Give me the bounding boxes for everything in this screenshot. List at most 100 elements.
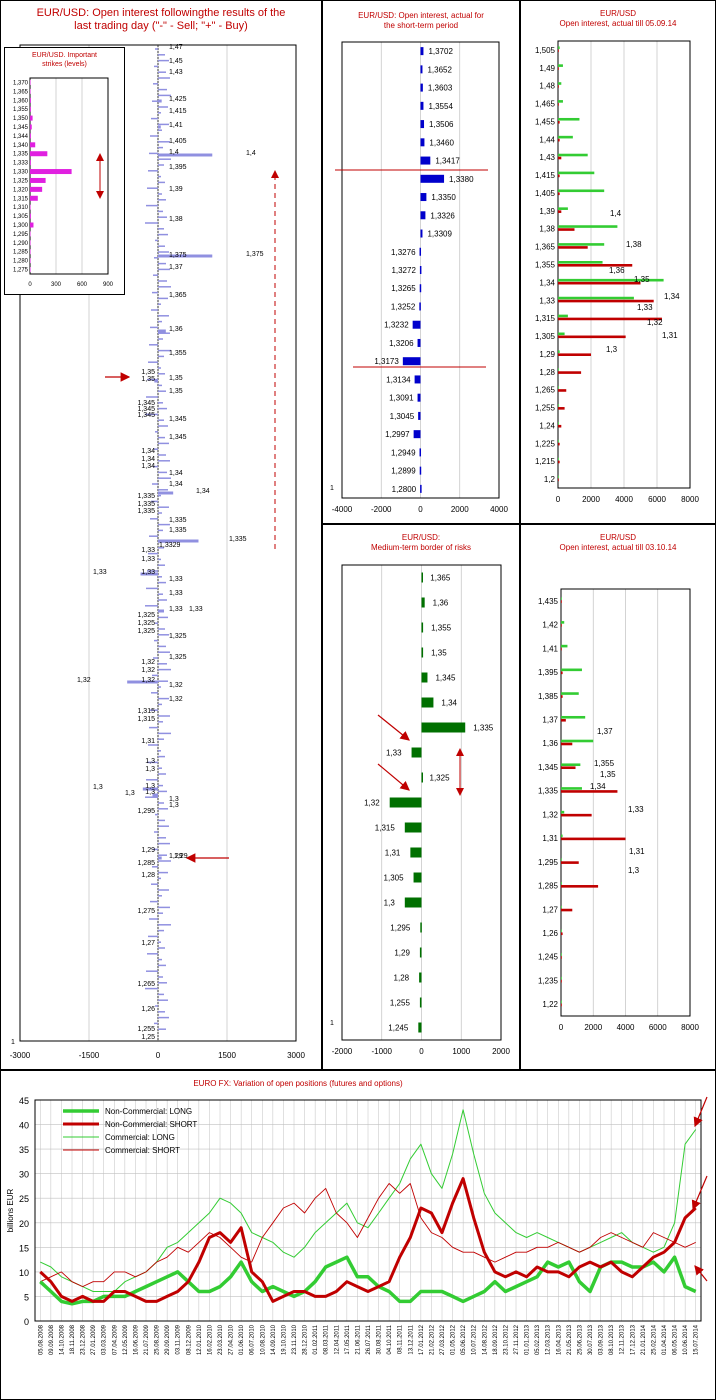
p3-short-bar-18: [558, 371, 582, 374]
p5-long-bar-4: [561, 692, 579, 695]
p6-xtick-label: 18.09.2012: [493, 1324, 499, 1355]
p2-category-label: 1,3272: [391, 266, 416, 275]
p5-ytick-label: 1,37: [542, 715, 558, 724]
p4-bar-7: [411, 747, 422, 758]
p2-plot-frame: [341, 41, 500, 499]
panel1-title: EUR/USD: Open interest followingthe resu…: [1, 7, 321, 33]
p3-short-bar-5: [558, 138, 560, 142]
inset-category-label: 1,285: [13, 250, 29, 256]
p2-bar-3: [420, 101, 424, 110]
p3-long-bar-24: [558, 475, 559, 479]
p3-ytick-label: 1,34: [539, 278, 555, 287]
p6-xtick-label: 10.07.2012: [472, 1324, 478, 1355]
p3-ytick-label: 1,33: [539, 296, 555, 305]
p3-long-bar-10: [558, 225, 618, 228]
p6-xtick-label: 08.10.2013: [609, 1324, 615, 1355]
p5-xtick-label: 6000: [649, 1023, 667, 1032]
p6-xtick-label: 27.03.2012: [440, 1324, 446, 1355]
p6-ytick-label: 20: [19, 1219, 29, 1229]
inset-category-label: 1,345: [13, 125, 29, 131]
p3-short-bar-3: [558, 103, 559, 106]
p1-left-label: 1,35: [141, 369, 155, 376]
p6-xtick-label: 09.09.2008: [49, 1324, 55, 1355]
p1-left-label: 1,3: [145, 789, 155, 796]
p6-xtick-label: 04.10.2011: [387, 1324, 393, 1354]
p5-ytick-label: 1,245: [538, 953, 559, 962]
p4-bar-1: [421, 597, 425, 608]
p5-ytick-label: 1,235: [538, 976, 559, 985]
p6-xtick-label: 21.05.2013: [567, 1324, 573, 1355]
p6-xtick-label: 23.12.2008: [81, 1324, 87, 1355]
p1-big-label: 1,3: [93, 784, 103, 791]
p6-plot-frame: [34, 1099, 702, 1322]
inset-category-label: 1,325: [13, 178, 29, 184]
inset-category-label: 1,365: [13, 89, 29, 95]
p1-right-label: 1,4: [169, 149, 179, 156]
p6-xtick-label: 23.03.2010: [218, 1324, 224, 1355]
p6-xtick-label: 17.05.2011: [345, 1324, 351, 1354]
p1-right-label: 1,405: [169, 138, 187, 145]
p1-right-label: 1,3: [169, 802, 179, 809]
p3-long-bar-22: [558, 439, 559, 443]
p4-plot-frame: [341, 564, 502, 1041]
p1-left-label: 1,3: [145, 766, 155, 773]
p3-short-bar-4: [558, 120, 560, 124]
p5-long-bar-14: [561, 929, 562, 933]
p1-left-label: 1,33: [141, 556, 155, 563]
p5-xtick-label: 0: [559, 1023, 564, 1032]
inset-category-label: 1,355: [13, 107, 29, 113]
p3-short-bar-19: [558, 389, 567, 392]
p1-bar-4: [140, 572, 158, 576]
p3-ytick-label: 1,265: [535, 386, 556, 395]
p1-big-label: 1,29: [174, 853, 188, 860]
inset-category-label: 1,370: [13, 80, 29, 86]
panel1-inset-important-strikes: EUR/USD. Important strikes (levels) 1,37…: [4, 47, 125, 295]
p5-long-bar-0: [561, 597, 562, 600]
p3-value-label: 1,38: [626, 240, 642, 249]
panel3-title: EUR/USD Open interest, actual till 05.09…: [521, 9, 715, 29]
p1-left-label: 1,345: [137, 406, 155, 413]
p3-ytick-label: 1,405: [535, 189, 556, 198]
p2-category-label: 1,3309: [427, 230, 452, 239]
p6-xtick-label: 21.01.2014: [641, 1324, 647, 1355]
p3-ytick-label: 1,24: [539, 421, 555, 430]
p1-big-label: 1,4: [246, 150, 256, 157]
p2-category-label: 1,3276: [391, 248, 416, 257]
p1-big-label: 1,32: [77, 677, 91, 684]
p6-xtick-label: 12.05.2009: [123, 1324, 129, 1355]
p1-xtick-label: 0: [156, 1051, 161, 1060]
p6-xtick-label: 05.08.2008: [38, 1324, 44, 1355]
p3-value-label: 1,36: [609, 266, 625, 275]
p1-bar-11: [158, 99, 162, 103]
p6-xtick-label: 19.10.2010: [281, 1324, 287, 1355]
p6-legend-label: Non-Commercial: LONG: [105, 1107, 192, 1116]
p5-short-bar-12: [561, 885, 599, 888]
p3-value-label: 1,33: [637, 303, 653, 312]
p6-xtick-label: 10.08.2010: [260, 1324, 266, 1355]
p3-xtick-label: 0: [556, 495, 561, 504]
p2-xtick-label: 2000: [451, 505, 469, 514]
p2-bar-10: [420, 229, 423, 238]
p1-left-label: 1,34: [141, 456, 155, 463]
p3-ytick-label: 1,38: [539, 225, 555, 234]
p2-category-label: 1,3252: [391, 302, 416, 311]
p3-value-label: 1,34: [664, 292, 680, 301]
p3-short-bar-12: [558, 264, 633, 267]
p1-left-label: 1,255: [137, 1026, 155, 1033]
p4-bar-3: [421, 647, 424, 658]
p5-ytick-label: 1,27: [542, 905, 558, 914]
inset-bar-5: [30, 124, 32, 130]
p5-short-bar-13: [561, 908, 573, 912]
inset-bar-8: [30, 151, 48, 157]
p5-short-bar-9: [561, 813, 592, 817]
p6-series-line-3: [40, 1183, 696, 1288]
p3-ytick-label: 1,505: [535, 46, 556, 55]
p1-left-label: 1,295: [137, 808, 155, 815]
p2-category-label: 1,2949: [391, 448, 416, 457]
p1-left-label: 1,345: [137, 412, 155, 419]
p2-bar-1: [420, 65, 423, 74]
p6-xtick-label: 21.06.2011: [355, 1324, 361, 1354]
p5-long-bar-16: [561, 976, 562, 980]
p4-category-label: 1,36: [433, 599, 449, 608]
p6-legend-label: Commercial: SHORT: [105, 1146, 180, 1155]
